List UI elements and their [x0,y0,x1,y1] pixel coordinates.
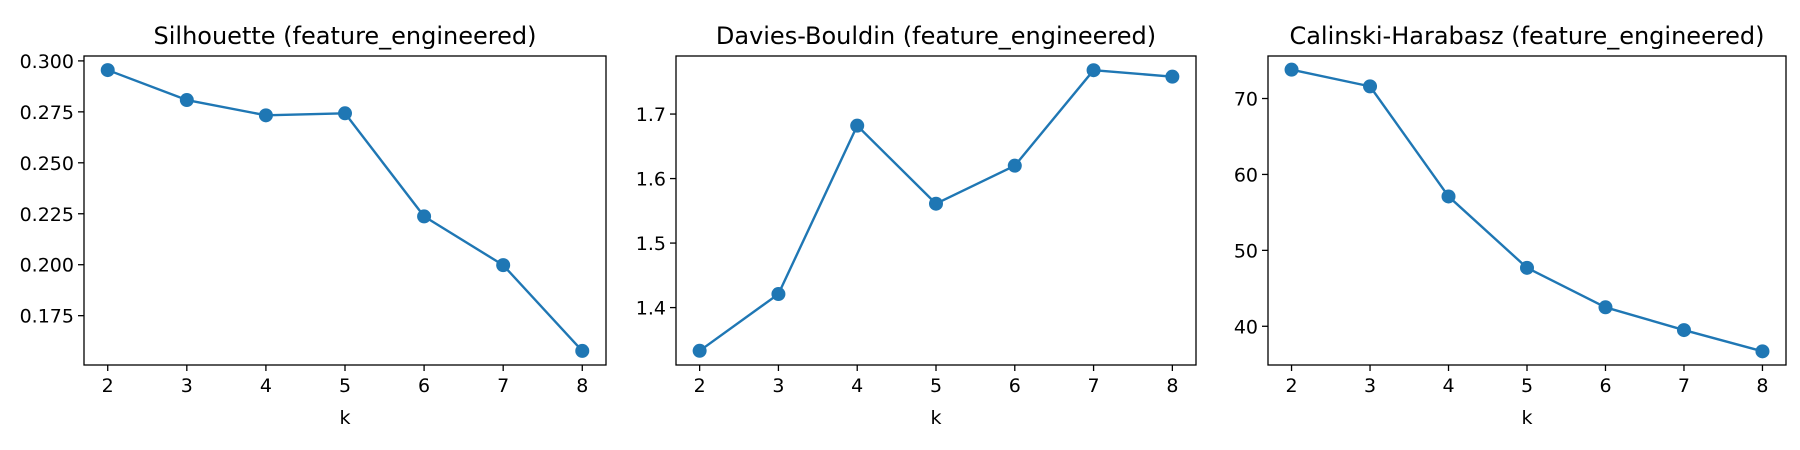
calinski-harabasz-chart: Calinski-Harabasz (feature_engineered) 2… [1234,22,1787,429]
data-point [100,63,115,78]
x-tick-label: 3 [1364,375,1376,397]
tick-group: 2 3 4 5 6 7 8 40 50 60 70 [1234,89,1769,397]
y-tick-label: 40 [1234,316,1258,338]
chart-title: Calinski-Harabasz (feature_engineered) [1289,22,1764,50]
y-tick-label: 1.4 [636,298,666,320]
y-tick-label: 0.250 [20,153,74,175]
y-tick-label: 1.7 [636,104,666,126]
x-tick-label: 8 [576,375,588,397]
y-tick-label: 60 [1234,164,1258,186]
x-tick-label: 2 [1285,375,1297,397]
data-point [179,93,194,108]
y-tick-label: 1.6 [636,169,666,191]
data-point [258,108,273,123]
x-tick-label: 7 [1678,375,1690,397]
x-tick-label: 3 [772,375,784,397]
x-tick-label: 4 [1442,375,1454,397]
data-point [771,287,786,302]
y-tick-label: 70 [1234,89,1258,111]
data-point [692,343,707,358]
y-tick-label: 0.200 [20,255,74,277]
data-point [575,343,590,358]
x-axis-label: k [339,407,350,429]
y-tick-label: 0.275 [20,102,74,124]
y-tick-label: 0.225 [20,204,74,226]
davies-bouldin-chart: Davies-Bouldin (feature_engineered) 2 3 4 5… [636,22,1197,429]
data-point [1676,323,1691,338]
x-tick-label: 6 [1599,375,1611,397]
data-point [1363,79,1378,94]
x-tick-label: 6 [1009,375,1021,397]
x-tick-label: 2 [102,375,114,397]
x-tick-label: 2 [694,375,706,397]
series-group [100,63,590,358]
chart-title: Silhouette (feature_engineered) [154,22,537,50]
x-tick-label: 8 [1756,375,1768,397]
data-point [338,106,352,121]
x-tick-label: 7 [497,375,509,397]
data-point [1284,62,1299,77]
x-axis-label: k [930,407,941,429]
data-point [929,196,943,211]
x-tick-label: 7 [1088,375,1100,397]
x-tick-label: 5 [339,375,351,397]
data-point [1007,158,1022,173]
data-point [1165,69,1180,84]
data-point [850,118,865,133]
data-point [1755,344,1770,359]
x-tick-label: 4 [260,375,272,397]
x-tick-label: 4 [851,375,863,397]
x-tick-label: 5 [930,375,942,397]
tick-group: 2 3 4 5 6 7 8 1.4 1.5 1.6 1.7 [636,104,1179,397]
data-point [417,209,432,224]
data-point [1598,300,1613,315]
y-tick-label: 50 [1234,240,1258,262]
x-tick-label: 8 [1166,375,1178,397]
data-point [496,258,511,273]
tick-group: 2 3 4 5 6 7 8 0.175 0.200 0.225 0.250 0.275 0.300 [20,51,589,397]
x-tick-label: 6 [418,375,430,397]
y-tick-label: 0.175 [20,306,74,328]
series-group [1284,62,1770,359]
x-axis-label: k [1521,407,1532,429]
chart-title: Davies-Bouldin (feature_engineered) [716,22,1156,50]
x-tick-label: 3 [181,375,193,397]
data-point [1441,189,1456,204]
data-point [1086,63,1101,78]
y-tick-label: 0.300 [20,51,74,73]
silhouette-chart: Silhouette (feature_engineered) 2 3 4 5 6 7 8 0… [20,22,607,429]
x-tick-label: 5 [1521,375,1533,397]
series-group [692,63,1180,358]
data-point [1520,260,1534,275]
y-tick-label: 1.5 [636,233,666,255]
